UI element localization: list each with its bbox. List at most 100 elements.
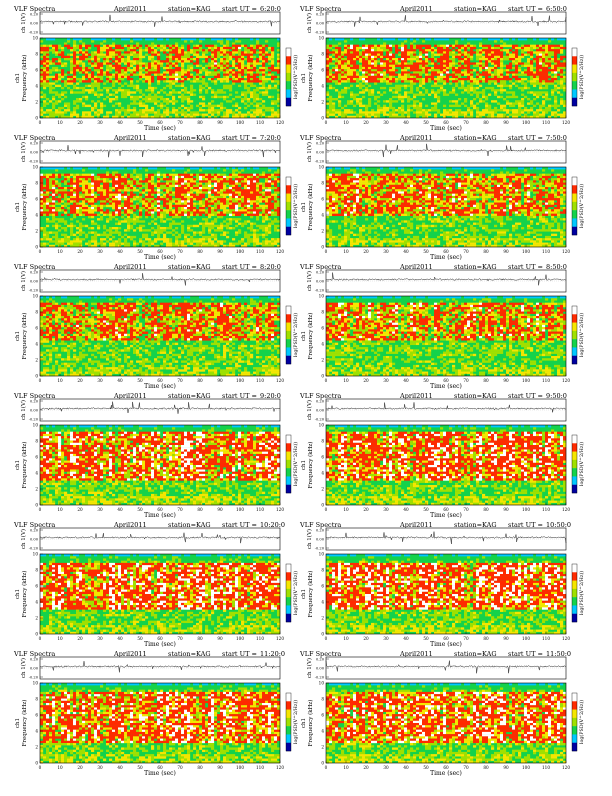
- spectrogram-cell: [115, 76, 118, 78]
- spectrogram-cell: [214, 38, 217, 40]
- spectrogram-cell: [91, 71, 94, 73]
- spectrogram-cell: [262, 47, 265, 49]
- spectrogram-cell: [271, 58, 274, 60]
- spectrogram-cell: [127, 45, 130, 47]
- spectrogram-cell: [253, 67, 256, 69]
- spectrogram-cell: [268, 85, 271, 87]
- spectrogram-cell: [193, 45, 196, 47]
- spectrogram-cell: [196, 60, 199, 62]
- spectrogram-cell: [253, 56, 256, 58]
- spectrogram-cell: [94, 82, 97, 84]
- spectrogram-cell: [43, 80, 46, 82]
- spectrogram-cell: [133, 51, 136, 53]
- spectrogram-cell: [100, 51, 103, 53]
- spectrogram-cell: [229, 78, 232, 80]
- spectrogram-cell: [73, 54, 76, 56]
- spectrogram-cell: [235, 76, 238, 78]
- spectrogram-cell: [103, 56, 106, 58]
- spectrogram-cell: [169, 45, 172, 47]
- spectrogram-cell: [199, 56, 202, 58]
- spectrogram-cell: [184, 71, 187, 73]
- spectrogram-cell: [79, 60, 82, 62]
- spectrogram-cell: [271, 78, 274, 80]
- spectrogram-cell: [124, 62, 127, 64]
- spectrogram-cell: [220, 62, 223, 64]
- spectrogram-cell: [82, 69, 85, 71]
- spectrogram-cell: [244, 58, 247, 60]
- spectrogram-cell: [58, 54, 61, 56]
- spectrogram-cell: [220, 54, 223, 56]
- spectrogram-cell: [43, 87, 46, 89]
- spectrogram-cell: [187, 58, 190, 60]
- spectrogram-cell: [184, 56, 187, 58]
- spectrogram-cell: [223, 67, 226, 69]
- spectrogram-cell: [112, 56, 115, 58]
- spectrogram-cell: [256, 51, 259, 53]
- spectrogram-cell: [208, 74, 211, 76]
- spectrogram-cell: [181, 69, 184, 71]
- spectrogram-cell: [232, 51, 235, 53]
- spectrogram-cell: [277, 42, 280, 44]
- spectrogram-cell: [250, 45, 253, 47]
- spectrogram-cell: [154, 51, 157, 53]
- spectrogram-cell: [124, 82, 127, 84]
- spectrogram-cell: [229, 54, 232, 56]
- spectra-page: VLF SpectraApril2011station=KAGstart UT …: [0, 0, 612, 792]
- spectrogram-cell: [169, 71, 172, 73]
- spectrogram-cell: [145, 67, 148, 69]
- spectrogram-cell: [118, 51, 121, 53]
- spectrogram-cell: [58, 78, 61, 80]
- spectrogram-cell: [229, 69, 232, 71]
- spectrogram-cell: [238, 45, 241, 47]
- spectrogram-cell: [118, 78, 121, 80]
- spectrogram-cell: [199, 40, 202, 42]
- spectrogram-cell: [100, 78, 103, 80]
- spectrogram-cell: [61, 74, 64, 76]
- spectrogram-cell: [115, 62, 118, 64]
- spectrogram-cell: [256, 38, 259, 40]
- spectrogram-cell: [97, 45, 100, 47]
- spectrogram-cell: [274, 76, 277, 78]
- spectrogram-cell: [136, 80, 139, 82]
- spectrogram-cell: [79, 49, 82, 51]
- spectrogram-cell: [166, 71, 169, 73]
- spectrogram-cell: [181, 76, 184, 78]
- spectrogram-cell: [43, 71, 46, 73]
- spectrogram-cell: [178, 76, 181, 78]
- spectrogram-cell: [91, 40, 94, 42]
- spectrogram-cell: [46, 51, 49, 53]
- spectrogram-cell: [256, 74, 259, 76]
- spectrogram-cell: [157, 62, 160, 64]
- spectrogram-cell: [205, 82, 208, 84]
- spectrogram-cell: [145, 71, 148, 73]
- spectrogram-cell: [166, 54, 169, 56]
- spectrogram-cell: [175, 80, 178, 82]
- spectrogram-cell: [268, 74, 271, 76]
- spectrogram-cell: [184, 87, 187, 89]
- spectrogram-cell: [121, 38, 124, 40]
- spectrogram-cell: [262, 54, 265, 56]
- spectrogram-cell: [127, 85, 130, 87]
- spectrogram-cell: [61, 65, 64, 67]
- spectrogram-cell: [160, 38, 163, 40]
- spectrogram-cell: [169, 49, 172, 51]
- spectrogram-cell: [100, 80, 103, 82]
- spectrogram-cell: [217, 89, 220, 91]
- spectrogram-cell: [268, 87, 271, 89]
- spectrogram-cell: [214, 69, 217, 71]
- spectrogram-cell: [247, 49, 250, 51]
- spectrogram-cell: [151, 38, 154, 40]
- spectrogram-cell: [127, 47, 130, 49]
- spectrogram-cell: [187, 47, 190, 49]
- spectrogram-cell: [76, 82, 79, 84]
- spectrogram-cell: [73, 87, 76, 89]
- spectrogram-cell: [187, 49, 190, 51]
- spectrogram-cell: [100, 65, 103, 67]
- spectrogram-cell: [160, 76, 163, 78]
- spectrogram-cell: [277, 76, 280, 78]
- spectrogram-cell: [64, 65, 67, 67]
- spectrogram-cell: [148, 87, 151, 89]
- spectrogram-cell: [148, 74, 151, 76]
- spectrogram-cell: [199, 38, 202, 40]
- spectrogram-cell: [223, 56, 226, 58]
